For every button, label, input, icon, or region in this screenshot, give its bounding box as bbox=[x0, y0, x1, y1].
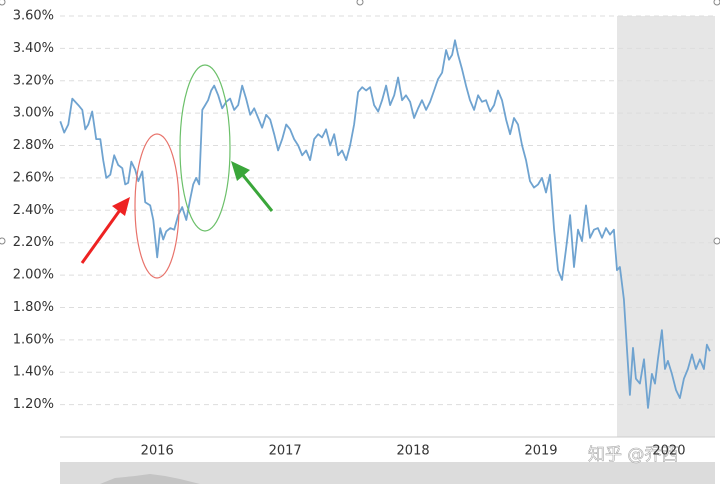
y-tick-label: 2.00% bbox=[13, 268, 54, 283]
red-arrow bbox=[80, 197, 130, 264]
green-ellipse bbox=[179, 64, 231, 232]
y-tick-label: 2.80% bbox=[13, 138, 54, 153]
y-tick-label: 3.40% bbox=[13, 41, 54, 56]
selection-handles bbox=[0, 0, 720, 245]
y-tick-label: 1.60% bbox=[13, 332, 54, 347]
y-tick-label: 2.40% bbox=[13, 203, 54, 218]
y-tick-label: 3.00% bbox=[13, 106, 54, 121]
y-tick-label: 2.20% bbox=[13, 235, 54, 250]
plot bbox=[59, 39, 711, 409]
y-tick-label: 2.60% bbox=[13, 170, 54, 185]
red-ellipse bbox=[134, 133, 180, 279]
y-tick-label: 3.20% bbox=[13, 73, 54, 88]
x-tick-label: 2018 bbox=[397, 444, 430, 459]
y-tick-label: 3.60% bbox=[13, 9, 54, 24]
grid bbox=[60, 15, 715, 406]
scrollbar-preview bbox=[100, 474, 200, 484]
x-tick-label: 2020 bbox=[652, 444, 685, 459]
x-tick-label: 2016 bbox=[141, 444, 174, 459]
watermark: 知乎 @乔西 bbox=[588, 445, 678, 465]
green-arrow bbox=[231, 161, 274, 212]
x-tick-label: 2017 bbox=[269, 444, 302, 459]
series-line bbox=[59, 39, 711, 409]
scrollbar[interactable] bbox=[60, 462, 715, 484]
y-tick-label: 1.20% bbox=[13, 397, 54, 412]
x-tick-label: 2019 bbox=[524, 444, 557, 459]
y-tick-label: 1.40% bbox=[13, 365, 54, 380]
y-tick-label: 1.80% bbox=[13, 300, 54, 315]
